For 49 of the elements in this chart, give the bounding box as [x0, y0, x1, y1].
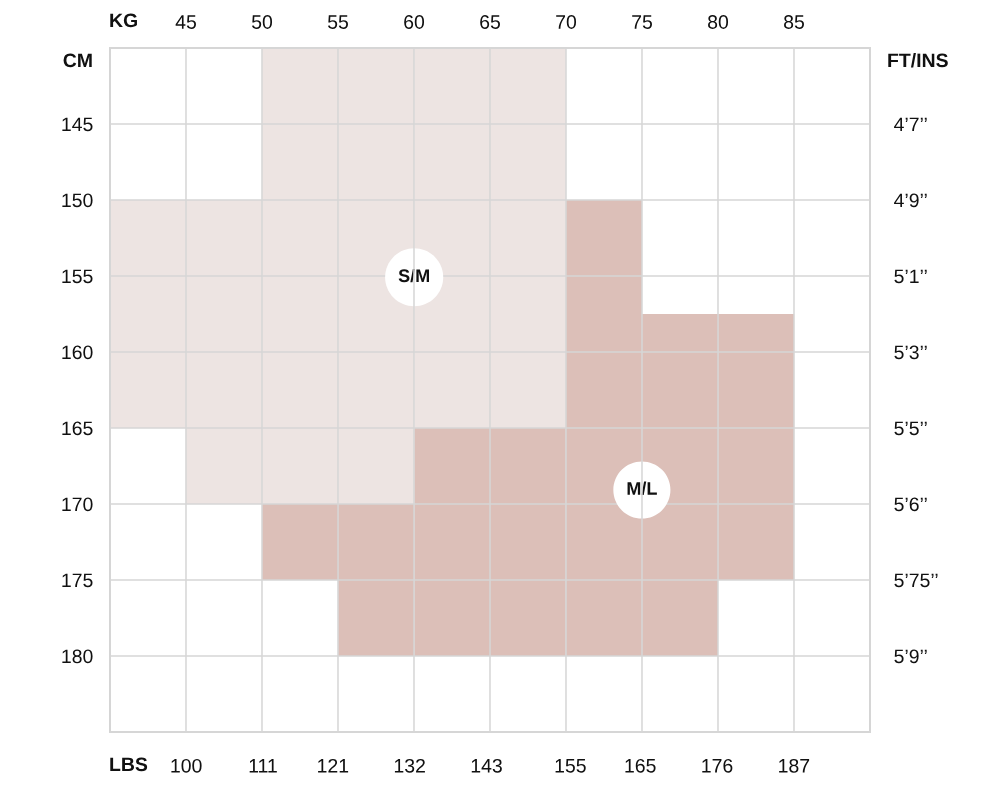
- bar: [489, 428, 566, 656]
- x-tick-label: 187: [779, 758, 810, 773]
- x2-tick-label: 70: [556, 15, 577, 29]
- x-axis-title: LBS: [110, 757, 148, 772]
- x-tick-label: 165: [625, 758, 656, 773]
- x-tick-label: 176: [702, 758, 733, 773]
- x2-tick-label: 85: [784, 15, 804, 29]
- category-label: 4’7’’: [894, 117, 927, 132]
- x2-axis-title: KG: [110, 13, 137, 28]
- category-label: 5’5’’: [894, 421, 927, 436]
- x2-tick-label: 60: [404, 15, 425, 29]
- bar: [414, 428, 491, 656]
- category-label: 5’6’’: [894, 497, 927, 512]
- x2-tick-label: 50: [251, 15, 273, 29]
- bar: [185, 200, 262, 504]
- x2-tick-label: 55: [327, 15, 348, 29]
- category-label: 5’75’’: [894, 573, 938, 588]
- y-tick-label: 150: [62, 193, 93, 208]
- bar: [338, 504, 415, 656]
- x-tick-label: 143: [471, 758, 502, 773]
- y-tick-label: 175: [62, 573, 93, 588]
- y-tick-label: 170: [62, 497, 93, 512]
- x2-tick-label: 75: [632, 15, 652, 29]
- y-tick-label: 160: [62, 345, 93, 360]
- category-label: 5’1’’: [894, 269, 927, 284]
- x2-tick-label: 45: [175, 15, 196, 29]
- x-tick-label: 155: [555, 759, 586, 773]
- category-label: 5’3’’: [894, 345, 927, 360]
- category-label: 5’9’’: [894, 649, 927, 664]
- y-tick-label: 180: [62, 649, 93, 664]
- y2-axis-title: FT/INS: [888, 52, 948, 68]
- series-label: S/M: [398, 268, 430, 283]
- x-tick-label: 111: [249, 759, 277, 773]
- x2-tick-label: 80: [708, 15, 729, 29]
- x-tick-label: 100: [171, 758, 202, 773]
- bar: [489, 48, 566, 428]
- y-tick-label: 145: [62, 117, 93, 132]
- x2-tick-label: 65: [480, 15, 500, 29]
- bar: [261, 504, 339, 580]
- y-tick-label: 165: [62, 421, 93, 436]
- category-label: 4’9’’: [894, 193, 927, 208]
- y-axis-title: CM: [63, 53, 92, 68]
- bar: [718, 314, 795, 580]
- x-tick-label: 132: [394, 758, 425, 773]
- bar: [261, 48, 339, 504]
- y-tick-label: 155: [62, 269, 93, 284]
- x-tick-label: 121: [318, 758, 349, 773]
- bar: [110, 200, 186, 428]
- series-label: M/L: [627, 481, 657, 495]
